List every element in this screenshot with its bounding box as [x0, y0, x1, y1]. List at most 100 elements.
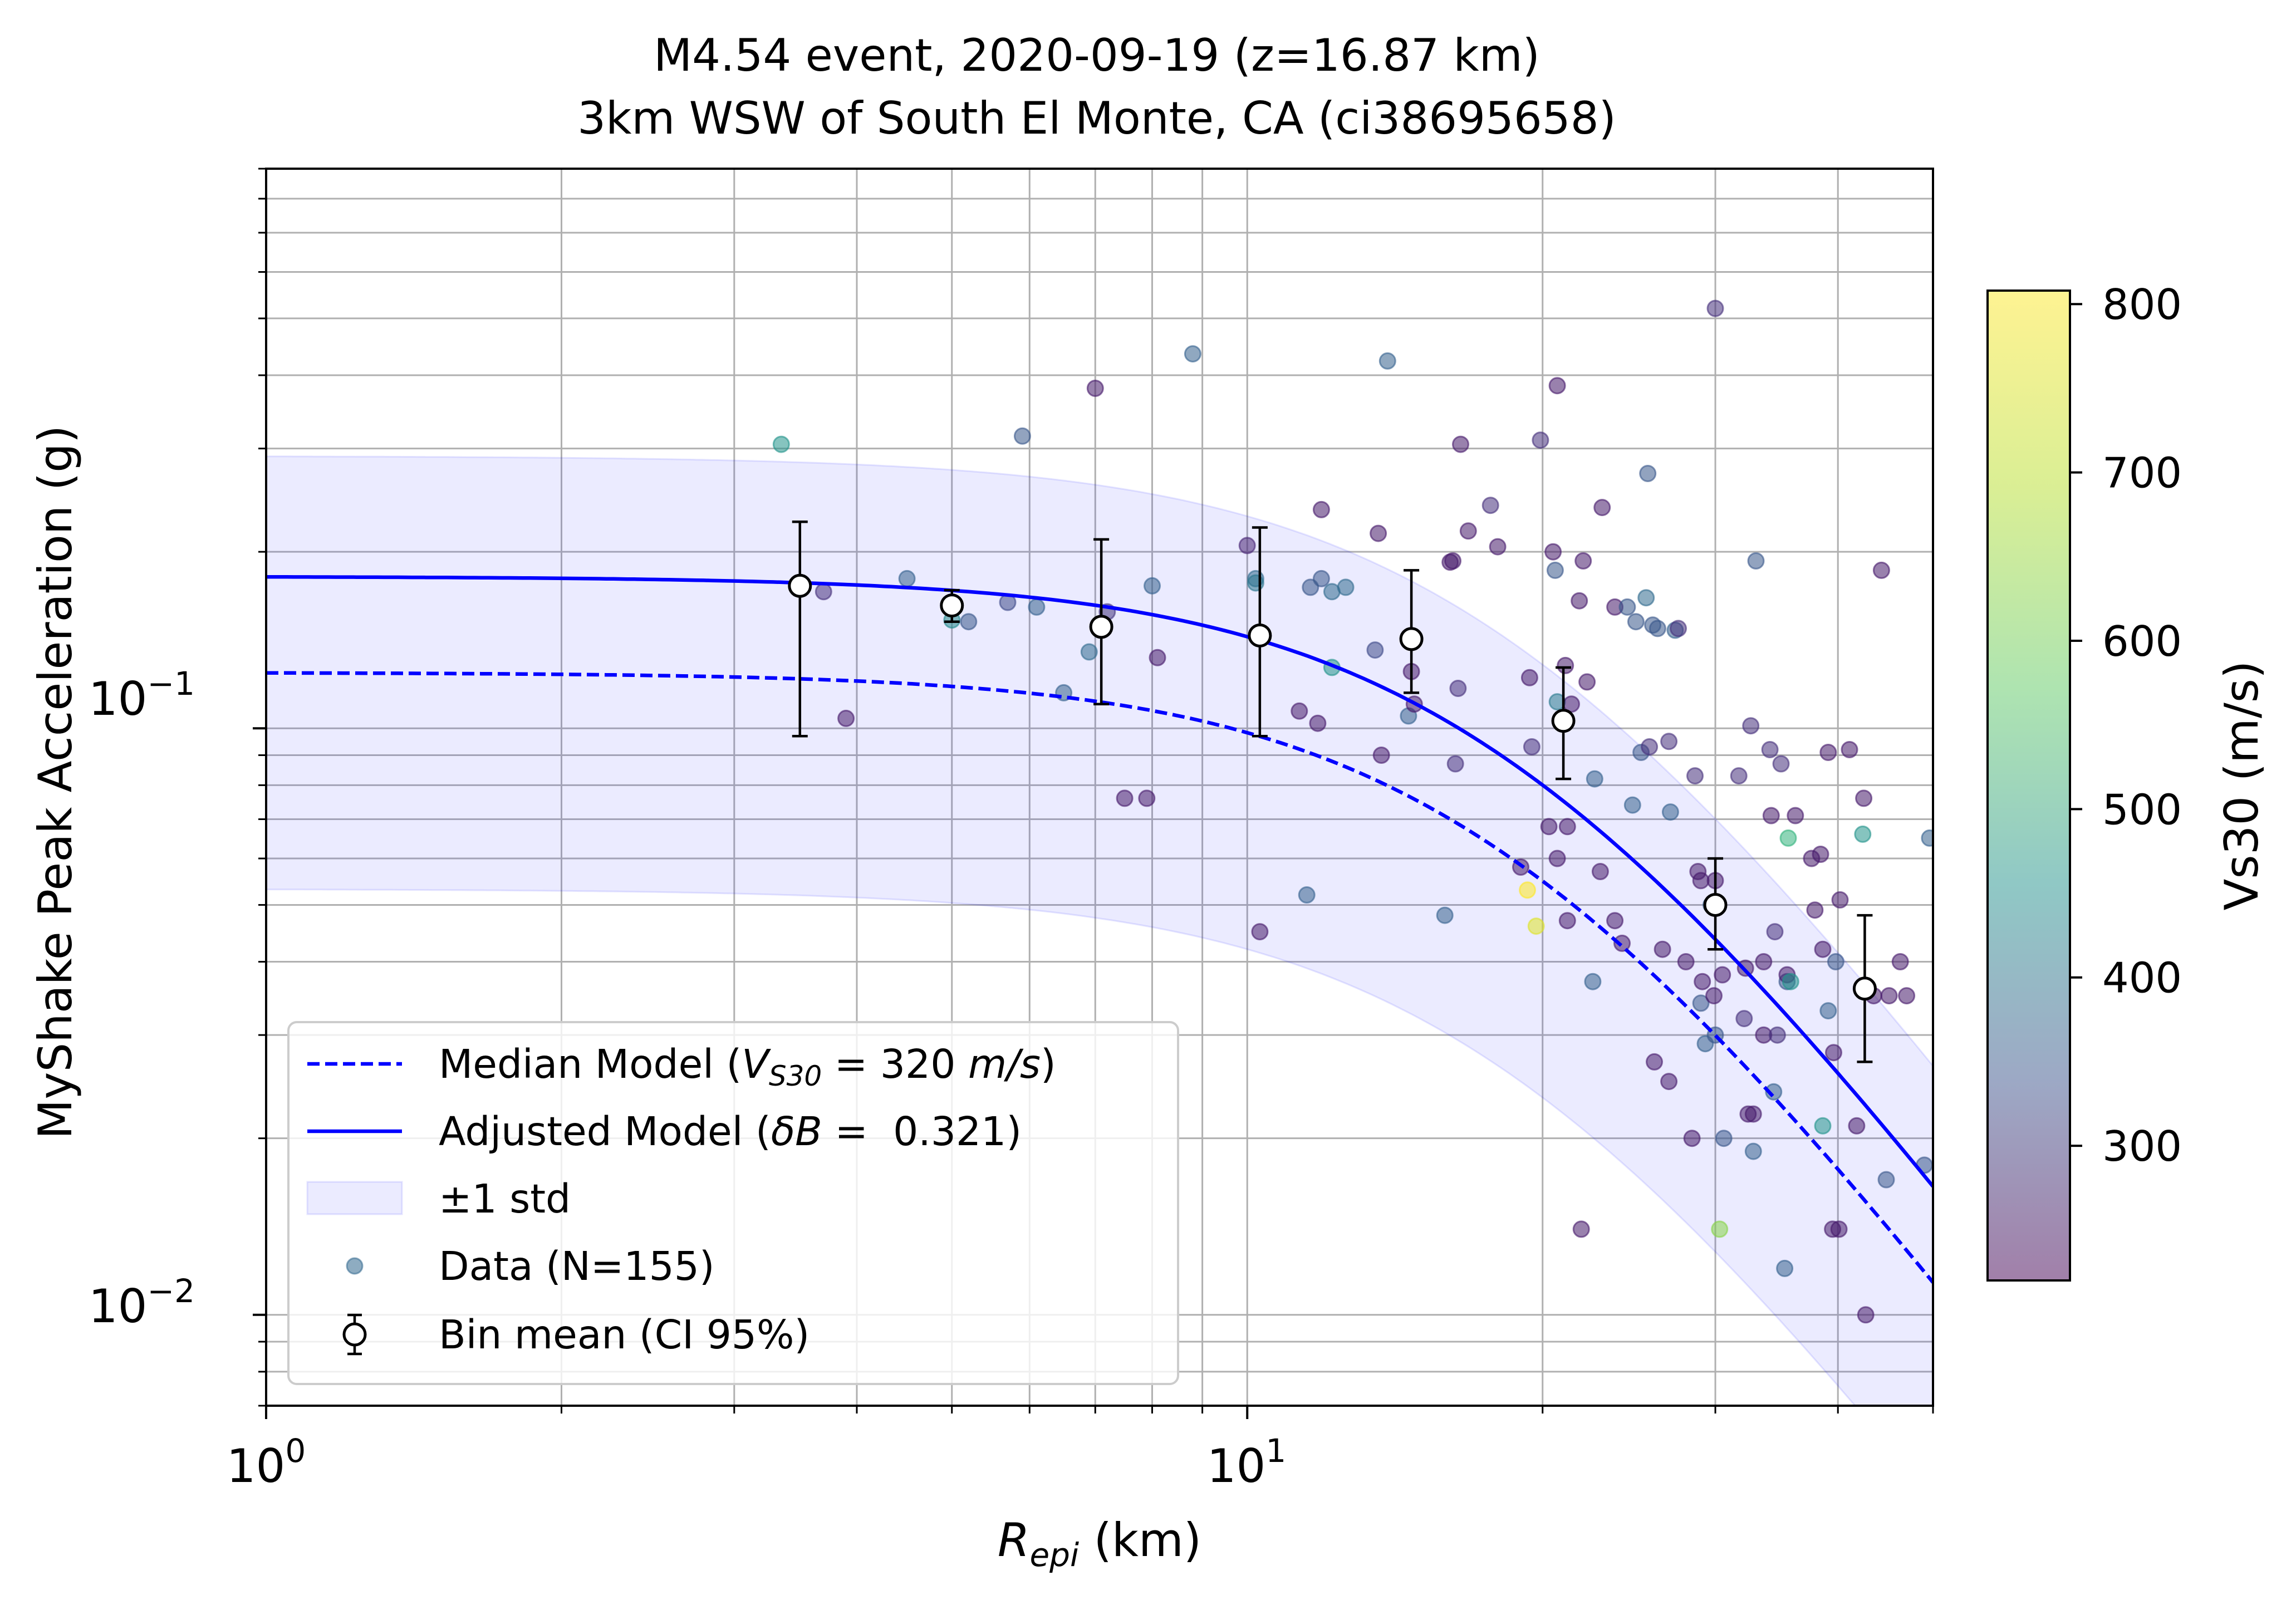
data-point [1446, 755, 1464, 773]
data-point [1744, 1105, 1762, 1123]
legend-box [287, 1021, 1179, 1385]
data-point [1578, 673, 1596, 691]
data-point [1654, 940, 1671, 958]
data-point [1557, 656, 1574, 674]
data-point [1378, 352, 1396, 370]
data-point [1337, 578, 1355, 596]
y-tick-label-0.1: 10−1 [89, 665, 195, 726]
data-point [1872, 561, 1890, 579]
data-point [1558, 912, 1576, 930]
legend-binmean-label: Bin mean (CI 95%) [439, 1312, 810, 1358]
colorbar-tick-label: 800 [2102, 280, 2182, 329]
legend-binmean-marker [342, 1322, 367, 1347]
data-point [1372, 747, 1390, 764]
data-point [1677, 953, 1695, 970]
bin-mean-marker [940, 593, 964, 618]
data-point [1841, 741, 1858, 758]
data-point [1776, 1259, 1794, 1277]
x-tick-label-1: 100 [227, 1432, 306, 1493]
plot-area [253, 168, 1934, 1419]
bin-mean-marker [1089, 615, 1113, 639]
data-point [1586, 770, 1603, 788]
data-point [1080, 643, 1098, 661]
data-point [1747, 552, 1765, 570]
data-point [1880, 987, 1898, 1005]
bin-mean-marker [1703, 892, 1728, 917]
data-point [1013, 427, 1031, 445]
data-point [1744, 1142, 1762, 1160]
data-point [1548, 377, 1566, 395]
chart-subtitle: 3km WSW of South El Monte, CA (ci3869565… [577, 92, 1616, 144]
data-point [1309, 714, 1327, 732]
data-point [1730, 767, 1748, 785]
data-point [1819, 1002, 1837, 1020]
colorbar-frame [1986, 289, 2071, 1282]
data-point [1520, 669, 1538, 686]
data-point [1247, 574, 1264, 592]
bin-mean-marker [1248, 623, 1272, 647]
data-point [1898, 987, 1916, 1005]
legend-median-label: Median Model (VS30 = 320 m/s) [439, 1041, 1056, 1092]
data-point [1649, 620, 1666, 637]
colorbar-tick-label: 400 [2102, 954, 2182, 1003]
data-point [1366, 641, 1384, 659]
data-point [1086, 380, 1104, 397]
data-point [1527, 917, 1545, 935]
adjusted-model-line [266, 575, 1933, 1188]
y-axis-label: MyShake Peak Acceleration (g) [28, 425, 82, 1140]
data-point [1761, 741, 1779, 758]
data-point [1921, 829, 1933, 847]
data-point [1436, 906, 1454, 924]
data-point [1692, 872, 1710, 890]
data-point [1028, 598, 1046, 616]
data-point [1779, 829, 1797, 847]
data-point [1623, 796, 1641, 814]
data-point [1641, 738, 1659, 755]
data-point [1827, 953, 1844, 970]
data-point [1877, 1171, 1895, 1189]
legend-adjusted-label: Adjusted Model (δB = 0.321) [439, 1108, 1022, 1155]
data-point [960, 613, 978, 631]
data-point [1627, 613, 1645, 631]
data-point [1646, 1053, 1663, 1071]
data-point [1548, 850, 1566, 867]
data-point [1765, 1083, 1783, 1101]
data-point [1532, 431, 1549, 449]
data-point [1558, 818, 1576, 836]
data-point [1149, 649, 1166, 666]
data-point [1814, 940, 1832, 958]
data-point [1711, 1220, 1729, 1238]
data-point [1686, 767, 1704, 785]
data-point [898, 570, 916, 587]
data-point [1854, 825, 1872, 843]
data-point [1831, 891, 1849, 909]
data-point [1144, 577, 1161, 595]
data-point [1523, 738, 1541, 755]
legend: Median Model (VS30 = 320 m/s) Adjusted M… [287, 1021, 1179, 1385]
data-point [1593, 499, 1611, 517]
data-point [1814, 1117, 1832, 1135]
bin-means [788, 521, 1877, 1063]
colorbar-gradient [1988, 291, 2070, 1280]
data-point [1238, 537, 1256, 554]
colorbar-tick-label: 700 [2102, 449, 2182, 498]
data-point [1766, 923, 1784, 941]
data-point [1481, 497, 1499, 514]
data-point [1606, 912, 1624, 930]
data-point [1546, 561, 1564, 579]
data-point [1762, 807, 1780, 824]
data-point [1637, 589, 1655, 607]
data-point [1683, 1130, 1701, 1147]
data-point [1812, 846, 1829, 863]
data-point [1444, 552, 1461, 570]
data-point [1855, 789, 1873, 807]
bin-mean-marker [1399, 627, 1424, 651]
data-point [1825, 1044, 1842, 1062]
x-tick-label-10: 101 [1207, 1432, 1287, 1493]
colorbar-ticks: 300 400 500 600 700 800 [2070, 280, 2182, 1171]
data-point [1138, 789, 1156, 807]
data-point [1639, 465, 1657, 482]
data-point [772, 435, 790, 453]
colorbar-tick-label: 300 [2102, 1122, 2182, 1171]
